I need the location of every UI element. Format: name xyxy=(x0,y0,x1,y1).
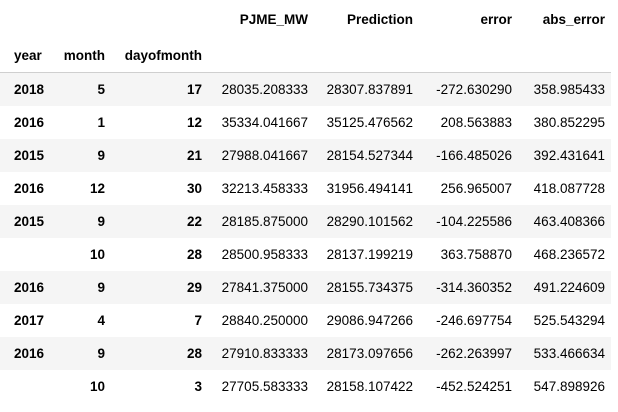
cell-abs-error: 525.543294 xyxy=(533,312,605,328)
index-month-cell: 10 xyxy=(89,246,105,262)
index-day-cell: 12 xyxy=(186,114,202,130)
table-row: 2016 9 29 27841.375000 28155.734375 -314.3603… xyxy=(0,270,611,304)
blank-header-cell xyxy=(419,38,518,73)
cell-pjme-mw: 27705.583333 xyxy=(221,378,308,394)
cell-abs-error: 358.985433 xyxy=(533,81,605,97)
index-day-cell: 21 xyxy=(186,147,202,163)
cell-pjme-mw: 32213.458333 xyxy=(221,180,308,196)
index-day-cell: 22 xyxy=(186,213,202,229)
cell-error: -166.485026 xyxy=(436,147,512,163)
table-row: 2016 9 28 27910.833333 28173.097656 -262.2639… xyxy=(0,336,611,370)
column-header-row: PJME_MW Prediction error abs_error xyxy=(0,0,611,38)
table-row: 10 3 27705.583333 28158.107422 -452.524251 54… xyxy=(0,370,611,403)
index-month-cell: 9 xyxy=(97,345,105,361)
index-header-row: year month dayofmonth xyxy=(0,38,611,73)
cell-pjme-mw: 28500.958333 xyxy=(221,246,308,262)
index-year-cell: 2015 xyxy=(14,147,45,163)
cell-prediction: 28154.527344 xyxy=(326,147,413,163)
table-row: 2015 9 21 27988.041667 28154.527344 -166.4850… xyxy=(0,138,611,172)
cell-error: -452.524251 xyxy=(436,378,512,394)
index-month-cell: 9 xyxy=(97,279,105,295)
cell-error: -104.225586 xyxy=(436,213,512,229)
index-day-cell: 29 xyxy=(186,279,202,295)
index-year-cell: 2015 xyxy=(14,213,45,229)
cell-abs-error: 491.224609 xyxy=(533,279,605,295)
index-year-cell xyxy=(0,370,55,403)
index-year-cell: 2016 xyxy=(14,345,45,361)
cell-pjme-mw: 27910.833333 xyxy=(221,345,308,361)
cell-prediction: 28290.101562 xyxy=(326,213,413,229)
cell-prediction: 31956.494141 xyxy=(326,180,413,196)
column-header-pjme-mw: PJME_MW xyxy=(239,11,308,27)
dataframe-table: PJME_MW Prediction error abs_error year … xyxy=(0,0,611,403)
table-row: 2018 5 17 28035.208333 28307.837891 -272.6302… xyxy=(0,72,611,106)
index-name-year: year xyxy=(0,38,55,73)
cell-abs-error: 533.466634 xyxy=(533,345,605,361)
cell-pjme-mw: 28840.250000 xyxy=(221,312,308,328)
cell-prediction: 35125.476562 xyxy=(326,114,413,130)
table-row: 2015 9 22 28185.875000 28290.101562 -104.2255… xyxy=(0,204,611,238)
blank-header-cell xyxy=(314,38,419,73)
index-year-cell: 2017 xyxy=(14,312,45,328)
index-day-cell: 28 xyxy=(186,246,202,262)
index-year-cell: 2016 xyxy=(14,279,45,295)
table-row: 2016 1 12 35334.041667 35125.476562 208.56388… xyxy=(0,106,611,139)
index-name-dayofmonth: dayofmonth xyxy=(111,38,208,73)
cell-pjme-mw: 28185.875000 xyxy=(221,213,308,229)
index-month-cell: 9 xyxy=(97,147,105,163)
cell-error: 208.563883 xyxy=(440,114,512,130)
index-year-cell: 2018 xyxy=(14,81,45,97)
index-day-cell: 3 xyxy=(194,378,202,394)
cell-error: -262.263997 xyxy=(436,345,512,361)
table-row: 10 28 28500.958333 28137.199219 363.758870 46… xyxy=(0,238,611,271)
cell-prediction: 28158.107422 xyxy=(326,378,413,394)
index-month-cell: 10 xyxy=(89,378,105,394)
table-row: 2016 12 30 32213.458333 31956.494141 256.9650… xyxy=(0,172,611,205)
table-row: 2017 4 7 28840.250000 29086.947266 -246.69775… xyxy=(0,304,611,337)
cell-error: -272.630290 xyxy=(436,81,512,97)
cell-abs-error: 547.898926 xyxy=(533,378,605,394)
index-name-month: month xyxy=(55,38,111,73)
cell-error: -314.360352 xyxy=(436,279,512,295)
cell-abs-error: 392.431641 xyxy=(533,147,605,163)
index-month-cell: 1 xyxy=(97,114,105,130)
cell-abs-error: 380.852295 xyxy=(533,114,605,130)
cell-prediction: 28173.097656 xyxy=(326,345,413,361)
column-header-abs-error: abs_error xyxy=(542,11,605,27)
index-day-cell: 30 xyxy=(186,180,202,196)
cell-pjme-mw: 35334.041667 xyxy=(221,114,308,130)
column-header-error: error xyxy=(480,11,512,27)
index-month-cell: 12 xyxy=(89,180,105,196)
cell-abs-error: 468.236572 xyxy=(533,246,605,262)
index-month-cell: 5 xyxy=(97,81,105,97)
index-day-cell: 17 xyxy=(186,81,202,97)
cell-pjme-mw: 27841.375000 xyxy=(221,279,308,295)
cell-error: 256.965007 xyxy=(440,180,512,196)
index-day-cell: 28 xyxy=(186,345,202,361)
index-year-cell: 2016 xyxy=(14,180,45,196)
cell-abs-error: 463.408366 xyxy=(533,213,605,229)
cell-prediction: 28307.837891 xyxy=(326,81,413,97)
index-month-cell: 4 xyxy=(97,312,105,328)
index-year-cell: 2016 xyxy=(14,114,45,130)
table-body: 2018 5 17 28035.208333 28307.837891 -272.6302… xyxy=(0,72,611,403)
blank-header-cell xyxy=(208,38,314,73)
cell-pjme-mw: 27988.041667 xyxy=(221,147,308,163)
column-header-prediction: Prediction xyxy=(346,11,413,27)
blank-header-cell xyxy=(111,0,208,38)
index-day-cell: 7 xyxy=(194,312,202,328)
index-month-cell: 9 xyxy=(97,213,105,229)
blank-header-cell xyxy=(0,0,55,38)
cell-prediction: 28137.199219 xyxy=(326,246,413,262)
blank-header-cell xyxy=(55,0,111,38)
cell-pjme-mw: 28035.208333 xyxy=(221,81,308,97)
index-year-cell xyxy=(0,238,55,271)
cell-error: 363.758870 xyxy=(440,246,512,262)
blank-header-cell xyxy=(518,38,611,73)
cell-prediction: 29086.947266 xyxy=(326,312,413,328)
cell-error: -246.697754 xyxy=(436,312,512,328)
cell-abs-error: 418.087728 xyxy=(533,180,605,196)
cell-prediction: 28155.734375 xyxy=(326,279,413,295)
